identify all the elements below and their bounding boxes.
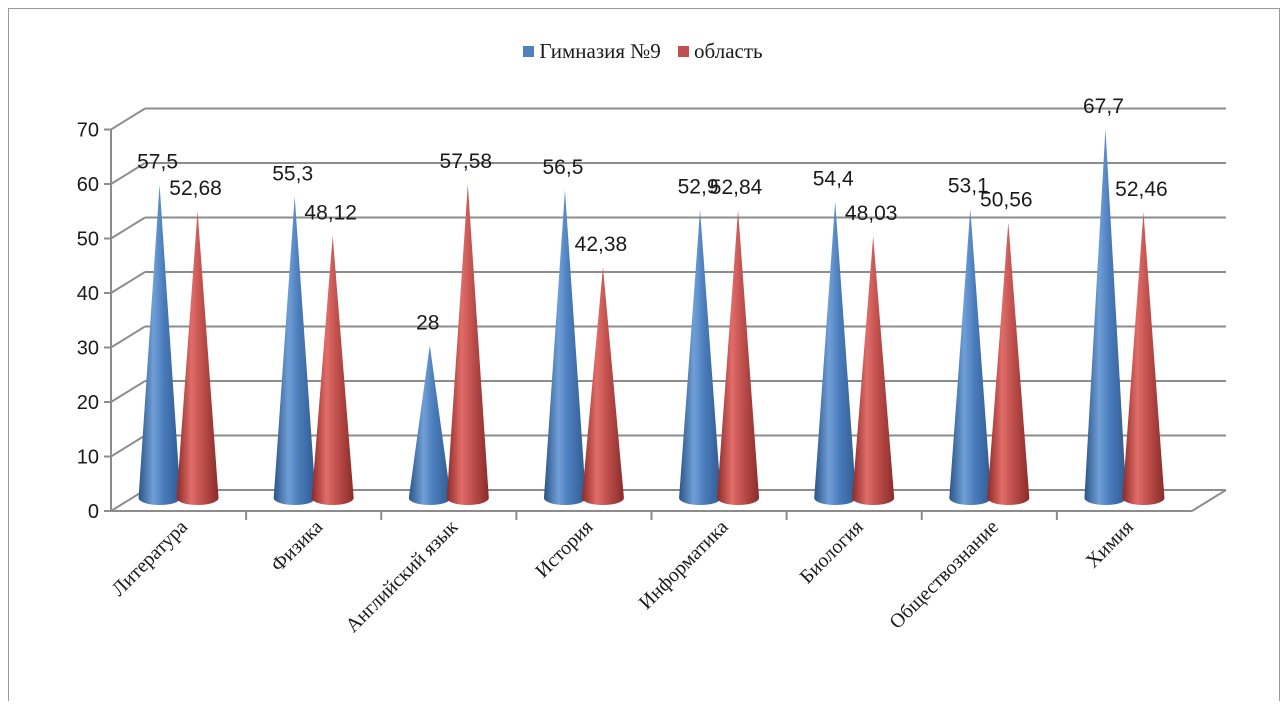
data-label: 56,5 <box>543 156 584 179</box>
legend-item-gymnasium: Гимназия №9 <box>523 39 661 64</box>
category-label: Информатика <box>635 516 733 614</box>
legend-item-region: область <box>678 39 763 64</box>
data-label: 50,56 <box>980 188 1033 211</box>
cone-region <box>176 210 219 506</box>
legend-swatch-red <box>678 46 690 57</box>
category-label: История <box>531 516 597 582</box>
cones <box>138 129 1165 506</box>
data-label: 55,3 <box>272 163 313 186</box>
y-tick-label: 40 <box>77 283 99 305</box>
cone-gymnasium <box>138 184 181 505</box>
category-label: Английский язык <box>341 516 462 637</box>
gridline-side <box>110 162 146 185</box>
y-tick-labels: 0 10 20 30 40 50 60 70 <box>77 120 99 524</box>
cone-gymnasium <box>273 196 316 506</box>
category-label: Химия <box>1082 516 1138 572</box>
legend-label-gymnasium: Гимназия №9 <box>539 39 661 63</box>
data-label: 52,46 <box>1115 178 1168 201</box>
y-tick-label: 20 <box>77 392 99 414</box>
data-label: 52,9 <box>678 176 719 199</box>
chart-frame <box>8 8 1280 701</box>
data-label: 28 <box>416 311 439 334</box>
category-label: Литература <box>108 516 193 601</box>
legend: Гимназия №9 область <box>0 38 1286 64</box>
data-label: 48,12 <box>304 202 357 225</box>
data-label: 57,5 <box>137 151 178 174</box>
data-label: 67,7 <box>1083 95 1124 118</box>
data-label: 48,03 <box>845 202 898 225</box>
cone-region <box>852 236 895 506</box>
axes <box>104 128 1227 520</box>
gridline-side <box>110 271 146 294</box>
cone-gymnasium <box>408 345 451 506</box>
gridline-side <box>110 434 146 458</box>
data-label: 52,68 <box>169 177 222 200</box>
cone-gymnasium <box>543 190 586 506</box>
cone-region <box>581 267 624 506</box>
cone-gymnasium <box>679 209 722 506</box>
category-label: Биология <box>796 516 868 588</box>
cone-region <box>311 235 354 506</box>
data-label: 53,1 <box>948 175 989 198</box>
y-tick-label: 30 <box>77 338 99 360</box>
category-label: Физика <box>267 516 327 576</box>
gridline-side <box>110 325 146 349</box>
category-label: Обществознание <box>885 516 1003 634</box>
y-tick-label: 70 <box>77 120 99 142</box>
data-label: 52,84 <box>710 176 763 199</box>
cone-region <box>717 210 760 506</box>
gridline-side <box>110 107 146 131</box>
cone-region <box>446 184 489 506</box>
gridline-side <box>110 380 146 403</box>
category-labels: Литература Физика Английский язык История Ин… <box>108 516 1138 637</box>
gridline-side <box>110 216 146 240</box>
cone-gymnasium <box>949 208 992 506</box>
legend-swatch-blue <box>523 46 535 57</box>
data-label: 54,4 <box>813 168 854 191</box>
cone-region <box>987 222 1030 506</box>
cone-gymnasium <box>814 201 857 506</box>
data-label: 57,58 <box>440 150 493 173</box>
y-tick-label: 50 <box>77 229 99 251</box>
cone-gymnasium <box>1084 129 1127 506</box>
y-tick-label: 10 <box>77 447 99 469</box>
data-label: 42,38 <box>575 233 628 256</box>
legend-label-region: область <box>694 39 763 63</box>
cone-region <box>1122 212 1165 506</box>
y-tick-label: 60 <box>77 174 99 196</box>
x-axis-depth <box>1191 489 1227 512</box>
y-tick-label: 0 <box>88 501 99 523</box>
